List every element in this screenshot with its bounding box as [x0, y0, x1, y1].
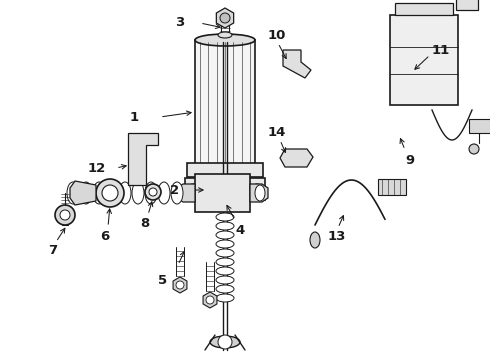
Bar [185, 178, 265, 200]
Ellipse shape [80, 182, 92, 204]
Bar [195, 174, 250, 212]
Polygon shape [203, 292, 217, 308]
Circle shape [220, 13, 230, 23]
Circle shape [176, 281, 184, 289]
Circle shape [188, 184, 198, 194]
Ellipse shape [255, 185, 265, 201]
Text: 13: 13 [328, 230, 346, 243]
Ellipse shape [149, 188, 157, 196]
Ellipse shape [96, 179, 124, 207]
Ellipse shape [210, 336, 240, 348]
Circle shape [252, 184, 262, 194]
Ellipse shape [171, 182, 183, 204]
Text: 10: 10 [268, 28, 286, 41]
Circle shape [218, 335, 232, 349]
Text: 5: 5 [158, 274, 167, 287]
Text: 14: 14 [268, 126, 286, 139]
Polygon shape [128, 133, 158, 185]
Circle shape [222, 186, 228, 192]
Text: 2: 2 [170, 184, 179, 197]
Ellipse shape [216, 231, 234, 239]
Text: 11: 11 [432, 44, 450, 57]
Polygon shape [250, 184, 268, 202]
Text: 1: 1 [130, 111, 139, 123]
Ellipse shape [216, 213, 234, 221]
Ellipse shape [310, 232, 320, 248]
Bar [187, 163, 263, 177]
Ellipse shape [93, 182, 105, 204]
Ellipse shape [216, 258, 234, 266]
Ellipse shape [216, 276, 234, 284]
Bar [395, 3, 453, 15]
Ellipse shape [67, 182, 79, 204]
Circle shape [206, 296, 214, 304]
Ellipse shape [145, 184, 161, 200]
Bar [469, 119, 490, 133]
Text: 6: 6 [100, 230, 109, 243]
Polygon shape [177, 184, 195, 202]
Ellipse shape [216, 222, 234, 230]
Text: 3: 3 [175, 15, 184, 28]
Ellipse shape [106, 182, 118, 204]
Bar [195, 40, 255, 165]
Circle shape [60, 210, 70, 220]
Ellipse shape [218, 32, 232, 38]
Text: 7: 7 [48, 244, 57, 257]
Ellipse shape [216, 294, 234, 302]
Ellipse shape [132, 182, 144, 204]
Ellipse shape [216, 285, 234, 293]
Bar [456, 0, 478, 10]
Polygon shape [173, 277, 187, 293]
Bar [390, 15, 458, 105]
Circle shape [55, 205, 75, 225]
Polygon shape [70, 181, 96, 205]
Ellipse shape [195, 34, 255, 46]
Ellipse shape [145, 182, 157, 204]
Ellipse shape [216, 240, 234, 248]
Ellipse shape [216, 267, 234, 275]
Ellipse shape [119, 182, 131, 204]
Ellipse shape [216, 249, 234, 257]
Polygon shape [280, 149, 313, 167]
Text: 8: 8 [140, 216, 149, 230]
Polygon shape [283, 50, 311, 78]
Text: 12: 12 [88, 162, 106, 175]
Polygon shape [217, 8, 234, 28]
Text: 9: 9 [405, 153, 414, 166]
Ellipse shape [469, 144, 479, 154]
Ellipse shape [158, 182, 170, 204]
Ellipse shape [102, 185, 118, 201]
Text: 4: 4 [235, 224, 244, 237]
Bar [378, 179, 406, 195]
